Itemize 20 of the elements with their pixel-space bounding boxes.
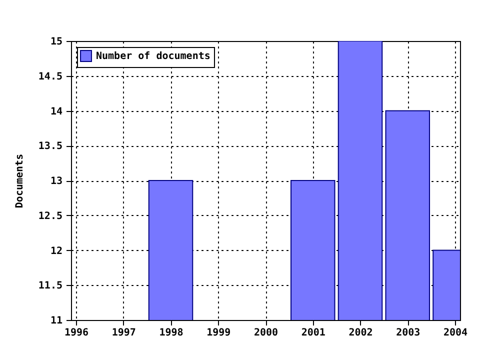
y-tick-label: 14.5 [38,71,62,82]
x-tick-label: 1996 [64,328,89,338]
x-tick-label: 1999 [206,328,231,338]
y-tick-label: 14 [50,106,62,118]
y-tick-label: 15 [50,36,62,48]
y-tick-label: 13 [50,176,62,187]
x-tick-label: 1997 [112,328,136,338]
y-axis-title: Documents [14,154,26,208]
y-tick-label: 12.5 [38,210,62,222]
y-tick-label: 11 [50,316,62,326]
y-tick-label: 12 [50,246,62,257]
x-tick-label: 2004 [443,328,468,338]
y-tick-label: 11.5 [38,280,62,292]
x-tick-label: 2003 [396,328,420,338]
x-tick-label: 2001 [301,328,326,338]
x-tick-label: 1998 [159,328,184,338]
y-tick-label: 13.5 [38,141,62,152]
x-tick-label: 2002 [348,328,373,338]
x-tick-label: 2000 [254,328,278,338]
legend-label: Number of documents [96,51,210,62]
